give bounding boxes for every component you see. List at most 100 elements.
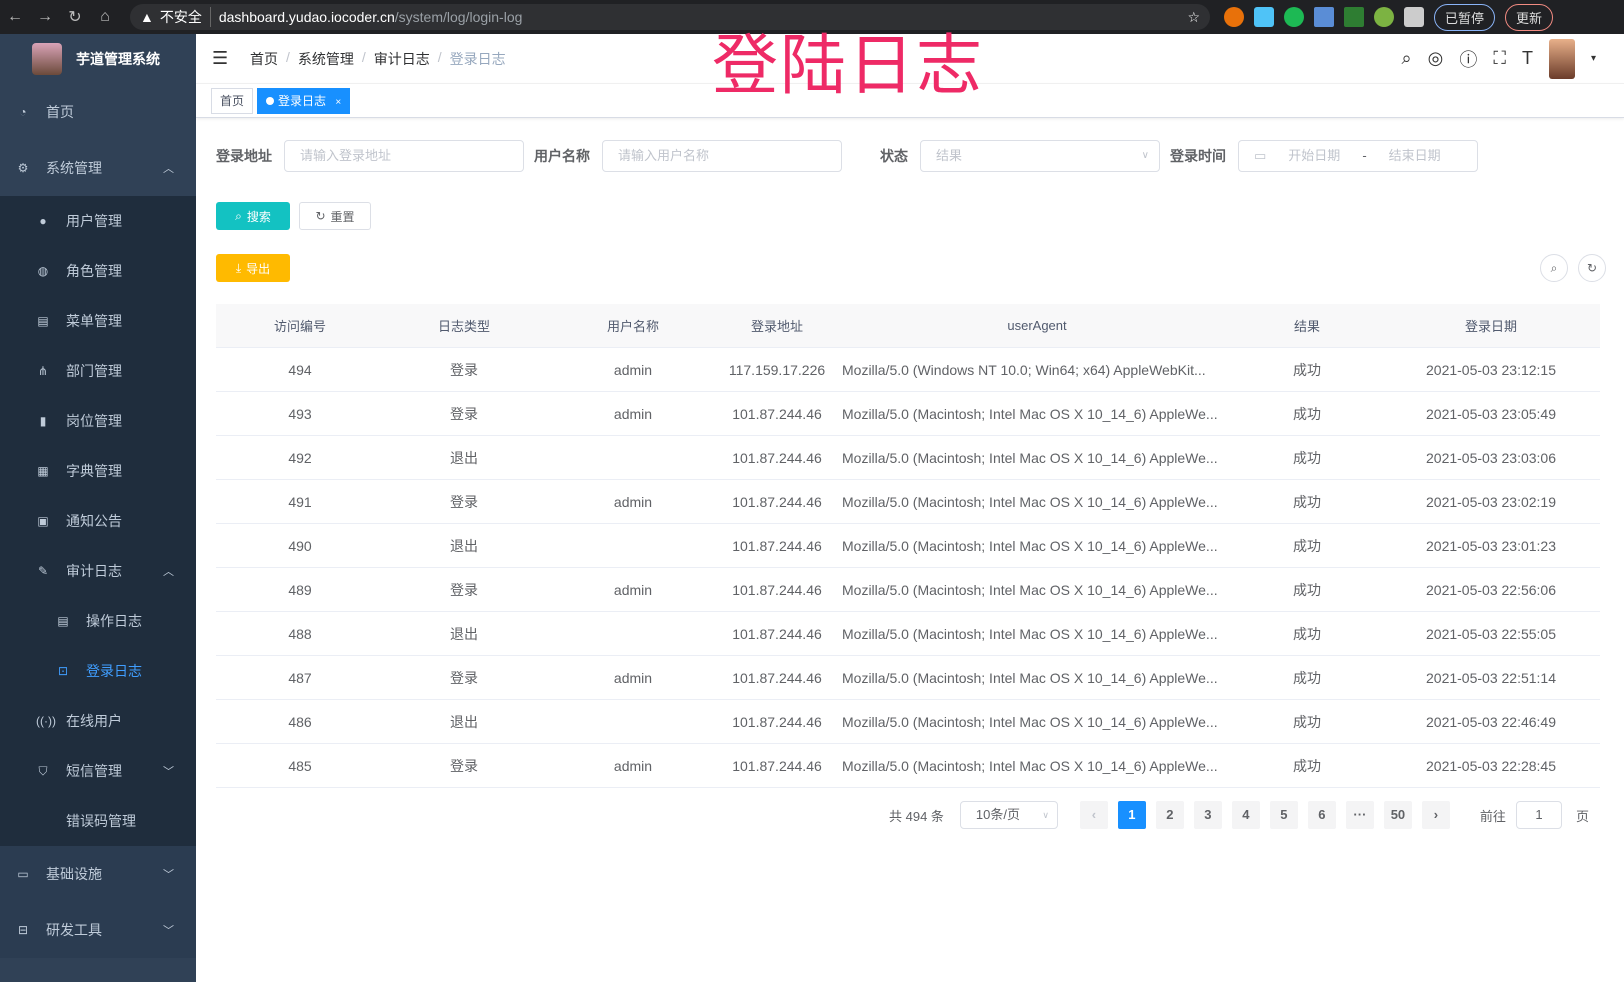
sidebar-item-label: 用户管理 — [66, 213, 122, 229]
sidebar-item[interactable]: ▭ 基础设施 ﹀ — [0, 846, 196, 902]
dict-icon: ▦ — [37, 464, 49, 478]
table-cell: 退出 — [450, 537, 478, 554]
reset-button[interactable]: ↻ 重置 — [299, 202, 371, 230]
sidebar-item[interactable]: ● 用户管理 — [0, 196, 196, 246]
table-row: 485 登录 admin 101.87.244.46 Mozilla/5.0 (Maci… — [216, 744, 1600, 788]
table-cell: Mozilla/5.0 (Macintosh; Intel Mac OS X 1… — [842, 449, 1218, 466]
table-row: 490 退出 101.87.244.46 Mozilla/5.0 (Macintosh… — [216, 524, 1600, 568]
extension-icon[interactable] — [1314, 7, 1334, 27]
download-icon: ⤓ — [235, 260, 242, 275]
page-button[interactable]: ··· — [1345, 801, 1374, 829]
extension-icon[interactable] — [1344, 7, 1364, 27]
toggle-search-icon[interactable]: ⌕ — [1540, 254, 1568, 282]
search-icon: ⌕ — [235, 208, 242, 223]
next-page-button[interactable]: › — [1421, 801, 1450, 829]
table-cell: 101.87.244.46 — [732, 493, 822, 510]
sidebar-item-label: 字典管理 — [66, 463, 122, 479]
caret-down-icon[interactable]: ▾ — [1590, 53, 1596, 64]
reload-icon[interactable]: ↻ — [68, 9, 82, 26]
table-row: 486 退出 101.87.244.46 Mozilla/5.0 (Macintosh… — [216, 700, 1600, 744]
table-cell: 退出 — [450, 449, 478, 466]
column-header: 登录日期 — [1464, 319, 1517, 334]
puzzle-icon[interactable] — [1404, 7, 1424, 27]
export-button[interactable]: ⤓ 导出 — [216, 254, 290, 282]
fullscreen-icon[interactable]: ⛶ — [1493, 48, 1506, 68]
forward-icon[interactable]: → — [37, 8, 53, 25]
navbar: ☰ 首页 / 系统管理 / 审计日志 / 登录日志 登陆日志 ⌕ ◎ ⓘ ⛶ T ▾ — [196, 28, 1624, 102]
back-icon[interactable]: ← — [7, 8, 23, 25]
prev-page-button[interactable]: ‹ — [1079, 801, 1108, 829]
close-icon[interactable]: × — [335, 96, 342, 108]
sidebar-item[interactable]: ▤ 操作日志 — [0, 596, 196, 646]
page-button[interactable]: 50 — [1383, 801, 1412, 829]
sidebar-item[interactable]: ◍ 角色管理 — [0, 246, 196, 296]
extension-icon[interactable] — [1254, 7, 1274, 27]
page-button[interactable]: 2 — [1155, 801, 1184, 829]
question-icon[interactable]: ⓘ — [1459, 49, 1478, 70]
extension-icon[interactable] — [1224, 7, 1244, 27]
sidebar-item[interactable]: ◔ 首页 — [0, 84, 196, 140]
sidebar-logo[interactable]: 芋道管理系统 — [0, 34, 196, 84]
search-button[interactable]: ⌕ 搜索 — [216, 202, 290, 230]
page-button[interactable]: 6 — [1307, 801, 1336, 829]
hamburger-icon[interactable]: ☰ — [212, 48, 229, 68]
address-input[interactable]: 请输入登录地址 — [284, 140, 524, 172]
login-log-table: 访问编号 日志类型 用户名称 登录地址 userAgent 结果 登录日期 49… — [216, 304, 1600, 788]
sidebar-item-label: 岗位管理 — [66, 413, 122, 429]
table-row: 494 登录 admin 117.159.17.226 Mozilla/5.0 (Win… — [216, 348, 1600, 392]
sidebar-item[interactable]: ⚙ 系统管理 ︿ — [0, 140, 196, 196]
table-cell: 退出 — [450, 713, 478, 730]
search-icon[interactable]: ⌕ — [1401, 48, 1412, 68]
sidebar-item[interactable]: ⊡ 登录日志 — [0, 646, 196, 696]
app-title: 芋道管理系统 — [76, 51, 160, 67]
update-button[interactable]: 更新 — [1505, 3, 1554, 31]
goto-suffix: 页 — [1575, 808, 1589, 824]
sidebar-item[interactable]: ▣ 通知公告 — [0, 496, 196, 546]
avatar[interactable] — [1548, 38, 1575, 79]
github-icon[interactable]: ◎ — [1427, 48, 1444, 68]
tag-login-log[interactable]: 登录日志 × — [257, 87, 351, 114]
profile-paused-button[interactable]: 已暂停 — [1434, 3, 1496, 31]
table-row: 489 登录 admin 101.87.244.46 Mozilla/5.0 (Maci… — [216, 568, 1600, 612]
font-size-icon[interactable]: T — [1521, 48, 1533, 68]
sidebar-item[interactable]: ▦ 字典管理 — [0, 446, 196, 496]
tag-home[interactable]: 首页 — [211, 87, 254, 114]
bookmark-star-icon[interactable]: ☆ — [1187, 8, 1200, 25]
sidebar-item[interactable]: ▤ 菜单管理 — [0, 296, 196, 346]
page-button[interactable]: 5 — [1269, 801, 1298, 829]
table-cell: 101.87.244.46 — [732, 405, 822, 422]
page-button[interactable]: 1 — [1117, 801, 1146, 829]
page-button[interactable]: 4 — [1231, 801, 1260, 829]
extension-icon[interactable] — [1374, 7, 1394, 27]
refresh-icon: ↻ — [315, 209, 326, 223]
address-bar[interactable]: ▲ 不安全 dashboard.yudao.iocoder.cn/system/… — [130, 4, 1210, 30]
username-input[interactable]: 请输入用户名称 — [602, 140, 842, 172]
page-size-select[interactable]: 10条/页 ∨ — [959, 801, 1058, 829]
table-cell: admin — [613, 669, 653, 686]
extension-icon[interactable] — [1284, 7, 1304, 27]
table-cell: 494 — [288, 361, 312, 378]
breadcrumb-item[interactable]: 首页 — [250, 50, 278, 67]
sidebar-item[interactable]: ⋔ 部门管理 — [0, 346, 196, 396]
home-icon[interactable]: ⌂ — [100, 8, 110, 25]
sidebar-item-label: 系统管理 — [46, 160, 102, 176]
sidebar-item[interactable]: ⊟ 研发工具 ﹀ — [0, 902, 196, 958]
sidebar-item[interactable]: ✎ 审计日志 ︿ — [0, 546, 196, 596]
page-button[interactable]: 3 — [1193, 801, 1222, 829]
table-cell: 2021-05-03 22:51:14 — [1426, 669, 1556, 686]
search-form: 登录地址 请输入登录地址 用户名称 请输入用户名称 状态 结果 ∨ 登录时间 ▭ … — [216, 140, 1488, 172]
table-cell: 成功 — [1293, 537, 1321, 554]
pagination: 共 494 条 10条/页 ∨ ‹ 1 2 3 4 5 6 ··· 50 › 前往 1 页 — [889, 801, 1589, 829]
sidebar-item[interactable]: 错误码管理 — [0, 796, 196, 846]
total-count: 共 494 条 — [889, 808, 944, 824]
table-cell: 488 — [288, 625, 312, 642]
tree-table-icon: ▤ — [37, 314, 49, 328]
sidebar-item[interactable]: ⛉ 短信管理 ﹀ — [0, 746, 196, 796]
table-cell: 101.87.244.46 — [732, 537, 822, 554]
sidebar-item[interactable]: ▮ 岗位管理 — [0, 396, 196, 446]
refresh-icon[interactable]: ↻ — [1578, 254, 1606, 282]
date-range-picker[interactable]: ▭ 开始日期 - 结束日期 — [1238, 140, 1478, 172]
sidebar-item[interactable]: ((·)) 在线用户 — [0, 696, 196, 746]
goto-page-input[interactable]: 1 — [1515, 801, 1562, 829]
status-select[interactable]: 结果 ∨ — [920, 140, 1160, 172]
